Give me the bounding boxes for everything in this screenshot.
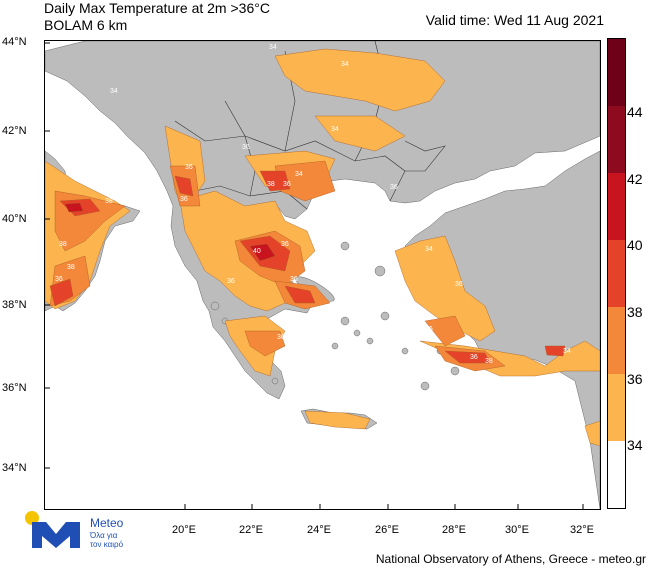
legend-swatch [608, 106, 625, 173]
temp-area-38 [444, 350, 491, 364]
contour-label: 34 [110, 88, 118, 95]
contour-label: 36 [290, 276, 298, 283]
lon-label-30: 30°E [505, 524, 529, 536]
temp-area-36 [244, 330, 286, 357]
legend-label-36: 36 [627, 371, 643, 387]
lat-label-44: 44°N [2, 36, 27, 48]
contour-label: 36 [470, 354, 478, 361]
contour-label: 40 [253, 248, 261, 255]
temp-area-34 [314, 115, 406, 152]
contour-label: 34 [425, 246, 433, 253]
lat-label-36: 36°N [2, 382, 27, 394]
temp-area-38 [259, 170, 291, 192]
country-border [224, 100, 256, 197]
temperature-layer [45, 48, 600, 447]
lat-label-42: 42°N [2, 125, 27, 137]
lat-label-34: 34°N [2, 462, 27, 474]
lon-label-32: 32°E [570, 524, 594, 536]
axis-ticks [45, 42, 584, 509]
temp-area-34 [274, 48, 446, 112]
legend-label-38: 38 [627, 304, 643, 320]
meteo-logo[interactable]: Meteo Όλα για τον καιρό [24, 510, 144, 550]
map-panel: 34 34 34 34 36 36 36 38 40 36 36 34 36 3… [44, 40, 601, 510]
contour-label: 36 [277, 334, 285, 341]
lon-label-24: 24°E [307, 524, 331, 536]
model-subtitle: BOLAM 6 km [44, 17, 128, 33]
contour-label: 34 [269, 44, 277, 51]
logo-tagline-2: τον καιρό [90, 540, 124, 549]
valid-time: Valid time: Wed 11 Aug 2021 [425, 12, 604, 28]
temp-area-34 [584, 420, 600, 447]
land-layer [45, 41, 600, 509]
contour-label: 34 [563, 348, 571, 355]
temp-area-38 [284, 285, 316, 304]
map-canvas: 34 34 34 34 36 36 36 38 40 36 36 34 36 3… [45, 41, 600, 509]
color-legend [607, 38, 626, 509]
contour-label: 36 [425, 326, 433, 333]
island-small [353, 329, 361, 337]
lon-label-20: 20°E [172, 524, 196, 536]
logo-name: Meteo [90, 516, 124, 530]
contour-label: 34 [331, 126, 339, 133]
meteo-logo-icon [25, 511, 80, 548]
legend-label-40: 40 [627, 237, 643, 253]
temp-area-40 [249, 243, 276, 262]
contour-labels: 34 34 34 34 36 36 36 38 40 36 36 34 36 3… [55, 44, 571, 365]
island-small [340, 241, 350, 251]
temp-area-34 [394, 235, 496, 342]
island-small [210, 301, 220, 311]
attribution-footer: National Observatory of Athens, Greece -… [375, 552, 646, 566]
contour-label: 38 [485, 358, 493, 365]
contour-label: 34 [295, 171, 303, 178]
temp-area-38 [544, 345, 566, 357]
contour-label: 36 [281, 241, 289, 248]
contour-label: 36 [242, 144, 250, 151]
island-small [420, 381, 430, 391]
contour-label: 38 [67, 264, 75, 271]
lat-label-38: 38°N [2, 299, 27, 311]
island-small [366, 337, 374, 345]
temp-area-36 [424, 315, 466, 347]
contour-label: 38 [267, 181, 275, 188]
legend-label-34: 34 [627, 437, 643, 453]
map-title: Daily Max Temperature at 2m >36°C [44, 0, 270, 16]
island-small [331, 342, 339, 350]
legend-swatch [608, 374, 625, 441]
temp-area-38 [174, 175, 194, 197]
contour-label: 36 [283, 181, 291, 188]
temp-area-38 [49, 278, 74, 307]
legend-swatch [608, 307, 625, 374]
contour-label: 38 [59, 241, 67, 248]
legend-swatch [608, 240, 625, 307]
country-border [174, 120, 406, 202]
legend-swatch [608, 441, 625, 508]
lon-label-28: 28°E [442, 524, 466, 536]
island-small [450, 366, 460, 376]
legend-swatch [608, 39, 625, 106]
island-small [340, 316, 350, 326]
contour-label: 34 [341, 61, 349, 68]
lat-label-40: 40°N [2, 213, 27, 225]
island-small [401, 347, 409, 355]
temp-area-40 [64, 202, 84, 213]
island-small [374, 265, 386, 277]
contour-label: 36 [390, 184, 398, 191]
legend-label-44: 44 [627, 104, 643, 120]
lon-label-26: 26°E [375, 524, 399, 536]
island-small [380, 311, 390, 321]
legend-label-42: 42 [627, 171, 643, 187]
contour-label: 36 [227, 278, 235, 285]
balkans-land [45, 41, 600, 400]
legend-swatch [608, 173, 625, 240]
logo-tagline-1: Όλα για [90, 531, 118, 540]
country-border [404, 140, 446, 172]
temp-area-34 [304, 410, 371, 430]
contour-label: 36 [455, 281, 463, 288]
contour-label: 36 [55, 276, 63, 283]
contour-label: 38 [105, 198, 113, 205]
lon-label-22: 22°E [239, 524, 263, 536]
contour-label: 36 [185, 164, 193, 171]
contour-label: 36 [180, 196, 188, 203]
island-small [271, 377, 279, 385]
